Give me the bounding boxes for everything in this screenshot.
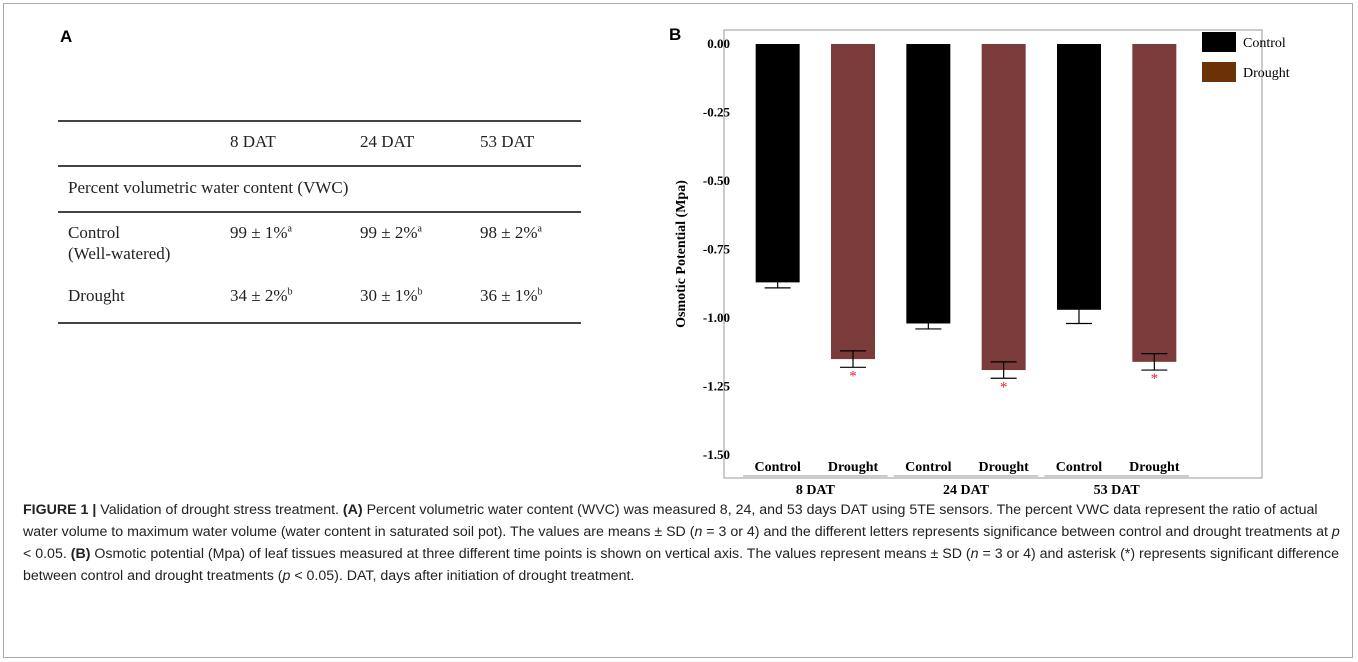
row-control-sublabel: (Well-watered)	[68, 244, 171, 263]
caption-italic: n	[694, 524, 703, 540]
caption-italic: p	[282, 568, 291, 584]
panel-a-label: A	[60, 27, 73, 46]
y-tick-label: -0.25	[703, 105, 731, 120]
x-tick-label: Drought	[828, 460, 879, 475]
x-tick-label: Control	[754, 460, 801, 475]
y-tick-label: -0.75	[703, 242, 731, 257]
y-tick-label: -1.25	[703, 379, 731, 394]
significance-marker: *	[849, 368, 857, 384]
figure-frame	[3, 3, 1353, 658]
table-cell: 99 ± 1%a	[230, 223, 292, 242]
legend-swatch	[1202, 32, 1236, 52]
osmotic-potential-chart: 0.00 -0.25 -0.50 -0.75 -1.00 -1.25 -1.50 * * * C…	[674, 29, 1290, 498]
row-drought-label: Drought	[68, 286, 125, 305]
bar-control	[906, 44, 951, 324]
group-label: 8 DAT	[796, 483, 836, 498]
caption-label: FIGURE 1 |	[23, 502, 97, 518]
caption-text: = 3 or 4) and the different letters repr…	[702, 524, 1332, 540]
panel-b-label: B	[669, 25, 682, 44]
table-bottom-rule	[58, 322, 581, 324]
table-cell: 98 ± 2%a	[480, 223, 542, 242]
x-tick-label: Drought	[1129, 460, 1180, 475]
figure-caption: FIGURE 1 | Validation of drought stress …	[23, 499, 1341, 587]
group-label: 53 DAT	[1094, 483, 1141, 498]
bar-drought	[1132, 44, 1177, 362]
caption-italic: n	[970, 546, 979, 562]
row-control-label: Control	[68, 223, 120, 242]
x-tick-label: Drought	[979, 460, 1030, 475]
y-tick-label: -1.50	[703, 447, 730, 462]
legend-swatch	[1202, 62, 1236, 82]
table-cell: 36 ± 1%b	[480, 286, 543, 305]
table-header-rule	[58, 165, 581, 167]
table-header-53dat: 53 DAT	[480, 132, 535, 151]
caption-title: Validation of drought stress treatment.	[96, 502, 343, 518]
y-axis-label: Osmotic Potential (Mpa)	[674, 180, 689, 328]
caption-text: Osmotic potential (Mpa) of leaf tissues …	[90, 546, 971, 562]
caption-text: < 0.05). DAT, days after initiation of d…	[290, 568, 635, 584]
bar-control	[1057, 44, 1101, 310]
significance-marker: *	[1151, 371, 1159, 387]
y-tick-label: -0.50	[703, 173, 730, 188]
table-cell: 30 ± 1%b	[360, 286, 423, 305]
caption-italic: p	[1331, 524, 1340, 540]
y-tick-label: -1.00	[703, 310, 730, 325]
plot-frame	[723, 29, 1263, 479]
group-label: 24 DAT	[943, 483, 990, 498]
table-cell: 99 ± 2%a	[360, 223, 422, 242]
bar-drought	[831, 44, 875, 360]
legend-label: Control	[1243, 36, 1286, 51]
table-header-8dat: 8 DAT	[230, 132, 276, 151]
caption-b-tag: (B)	[70, 546, 91, 562]
caption-text: Percent volumetric water content (WVC) w…	[23, 502, 1318, 540]
y-tick-label: 0.00	[707, 36, 730, 51]
x-tick-label: Control	[1056, 460, 1103, 475]
table-top-rule	[58, 120, 581, 122]
table-header-24dat: 24 DAT	[360, 132, 415, 151]
caption-a-tag: (A)	[342, 502, 363, 518]
table-section-title: Percent volumetric water content (VWC)	[68, 178, 349, 197]
table-section-rule	[58, 211, 581, 213]
bar-control	[755, 44, 800, 283]
table-cell: 34 ± 2%b	[230, 286, 293, 305]
bar-drought	[981, 44, 1026, 371]
x-tick-label: Control	[905, 460, 952, 475]
significance-marker: *	[1000, 379, 1008, 395]
legend-label: Drought	[1243, 66, 1290, 81]
caption-text: = 3 or 4) and asterisk (*) represents si…	[23, 546, 1340, 584]
caption-text: < 0.05.	[23, 546, 71, 562]
